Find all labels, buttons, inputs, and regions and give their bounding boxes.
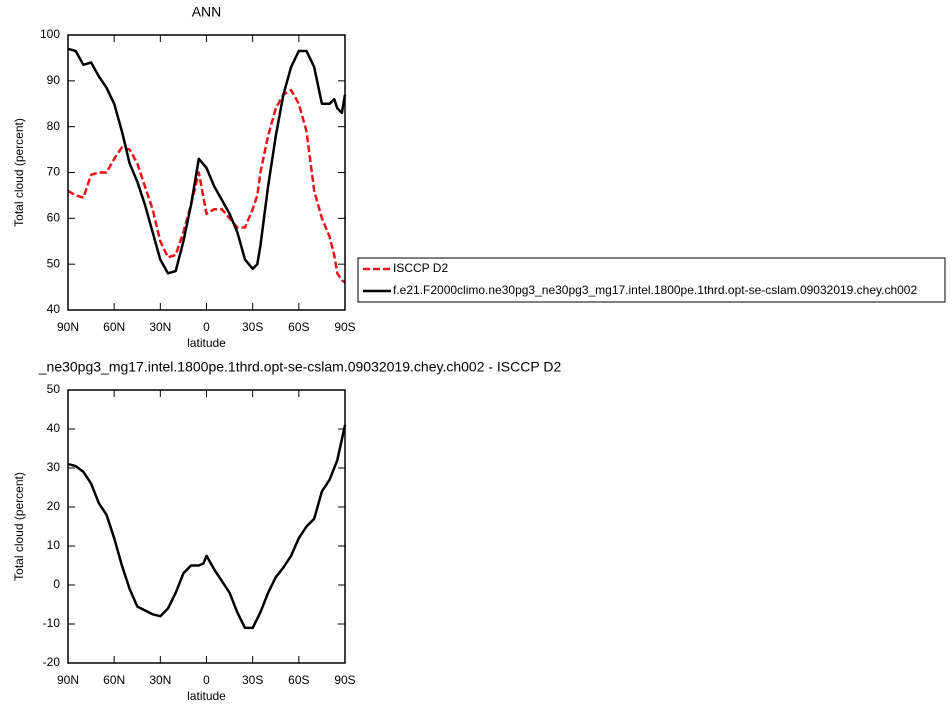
x-tick-label: 0: [203, 673, 210, 687]
plot-frame: [67, 389, 346, 664]
data-line: [67, 88, 346, 284]
y-tick-label: 80: [47, 119, 61, 133]
data-line: [67, 47, 347, 275]
y-tick-label: 20: [47, 499, 61, 513]
x-tick-label: 60N: [103, 320, 125, 334]
y-axis-label: Total cloud (percent): [12, 118, 26, 227]
y-tick-label: 40: [47, 302, 61, 316]
y-tick-label: 100: [40, 27, 60, 41]
y-tick-label: 60: [47, 211, 61, 225]
y-tick-label: 50: [47, 382, 61, 396]
x-tick-label: 30N: [149, 320, 171, 334]
x-tick-label: 30N: [149, 673, 171, 687]
y-tick-label: 40: [47, 421, 61, 435]
y-tick-label: -10: [43, 616, 61, 630]
legend-label: f.e21.F2000climo.ne30pg3_ne30pg3_mg17.in…: [393, 283, 917, 297]
y-tick-label: 30: [47, 460, 61, 474]
x-tick-label: 90S: [334, 320, 355, 334]
y-axis-label: Total cloud (percent): [12, 472, 26, 581]
x-tick-label: 90S: [334, 673, 355, 687]
y-tick-label: 0: [53, 577, 60, 591]
legend-box: [357, 257, 946, 303]
x-tick-label: 90N: [57, 673, 79, 687]
legend-label: ISCCP D2: [393, 261, 448, 275]
y-tick-label: 90: [47, 73, 61, 87]
x-tick-label: 60S: [288, 673, 309, 687]
x-tick-label: 90N: [57, 320, 79, 334]
data-line: [67, 424, 347, 630]
y-tick-label: 10: [47, 538, 61, 552]
x-tick-label: 30S: [242, 320, 263, 334]
x-tick-label: 60N: [103, 673, 125, 687]
x-tick-label: 30S: [242, 673, 263, 687]
x-tick-label: 0: [203, 320, 210, 334]
chart-title: ANN: [192, 4, 222, 20]
x-axis-label: latitude: [187, 336, 226, 350]
x-axis-label: latitude: [187, 689, 226, 703]
y-tick-label: 50: [47, 256, 61, 270]
chart-title: _ne30pg3_mg17.intel.1800pe.1thrd.opt-se-…: [38, 359, 562, 375]
y-tick-label: 70: [47, 165, 61, 179]
y-tick-label: -20: [43, 655, 61, 669]
x-tick-label: 60S: [288, 320, 309, 334]
plot-frame: [67, 34, 346, 311]
